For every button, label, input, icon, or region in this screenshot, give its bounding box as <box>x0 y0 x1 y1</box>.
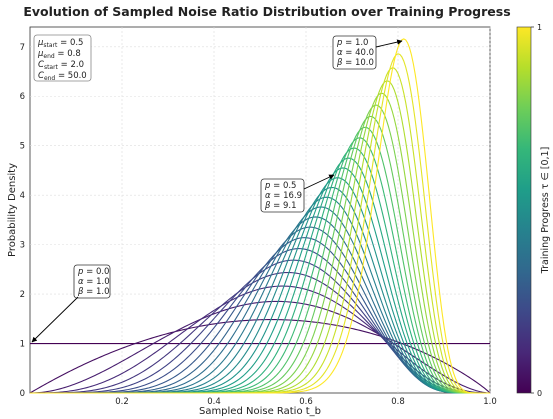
y-tick-label: 7 <box>20 43 25 53</box>
y-tick-label: 5 <box>20 142 25 152</box>
svg-text:α = 40.0: α = 40.0 <box>337 48 374 58</box>
density-curve <box>29 319 491 394</box>
svg-text:p = 1.0: p = 1.0 <box>336 38 368 48</box>
svg-text:β = 1.0: β = 1.0 <box>77 287 110 297</box>
y-tick-label: 3 <box>20 241 25 251</box>
y-tick-label: 4 <box>20 191 25 201</box>
x-tick-label: 0.2 <box>115 397 129 407</box>
annotation-p0: p = 0.0 α = 1.0 β = 1.0 <box>31 264 111 343</box>
annotation-p05: p = 0.5 α = 16.9 β = 9.1 <box>260 174 335 213</box>
params-box: μstart = 0.5 μend = 0.8 Cstart = 2.0 Cen… <box>33 34 92 82</box>
y-tick-label: 1 <box>20 340 25 350</box>
y-tick-label: 2 <box>20 290 25 300</box>
y-tick-label: 6 <box>20 92 25 102</box>
y-tick-label: 0 <box>20 389 25 399</box>
chart-title: Evolution of Sampled Noise Ratio Distrib… <box>23 4 510 19</box>
params-mu-start: μstart = 0.5 <box>37 38 83 49</box>
colorbar-label: Training Progress τ ∈ [0,1] <box>540 147 551 275</box>
x-tick-label: 0.6 <box>299 397 313 407</box>
annotation-p1: p = 1.0 α = 40.0 β = 10.0 <box>332 35 403 70</box>
svg-text:α = 1.0: α = 1.0 <box>78 277 110 287</box>
params-mu-end: μend = 0.8 <box>37 49 81 60</box>
plot-area <box>29 26 491 394</box>
colorbar-tick-1: 1 <box>537 23 542 32</box>
x-tick-label: 0.8 <box>391 397 405 407</box>
density-curves <box>29 38 491 394</box>
x-tick-label: 1.0 <box>483 397 497 407</box>
svg-text:β = 9.1: β = 9.1 <box>264 201 297 211</box>
density-curve <box>30 38 490 394</box>
y-axis-ticks: 0 1 2 3 4 5 6 7 <box>20 43 25 399</box>
params-c-end: Cend = 50.0 <box>38 71 87 82</box>
colorbar-tick-0: 0 <box>537 389 542 398</box>
x-tick-label: 0.4 <box>207 397 221 407</box>
svg-text:p = 0.5: p = 0.5 <box>264 181 296 191</box>
x-axis-label: Sampled Noise Ratio t_b <box>199 406 321 417</box>
svg-text:β = 10.0: β = 10.0 <box>336 58 374 68</box>
svg-text:p = 0.0: p = 0.0 <box>77 267 109 277</box>
svg-text:α = 16.9: α = 16.9 <box>265 191 302 201</box>
density-curve <box>29 300 491 394</box>
colorbar: 0 1 Training Progress τ ∈ [0,1] <box>516 23 551 398</box>
params-c-start: Cstart = 2.0 <box>38 60 84 71</box>
y-axis-label: Probability Density <box>7 163 18 257</box>
density-curve <box>30 285 490 394</box>
x-axis-ticks: 0.2 0.4 0.6 0.8 1.0 <box>115 397 497 407</box>
